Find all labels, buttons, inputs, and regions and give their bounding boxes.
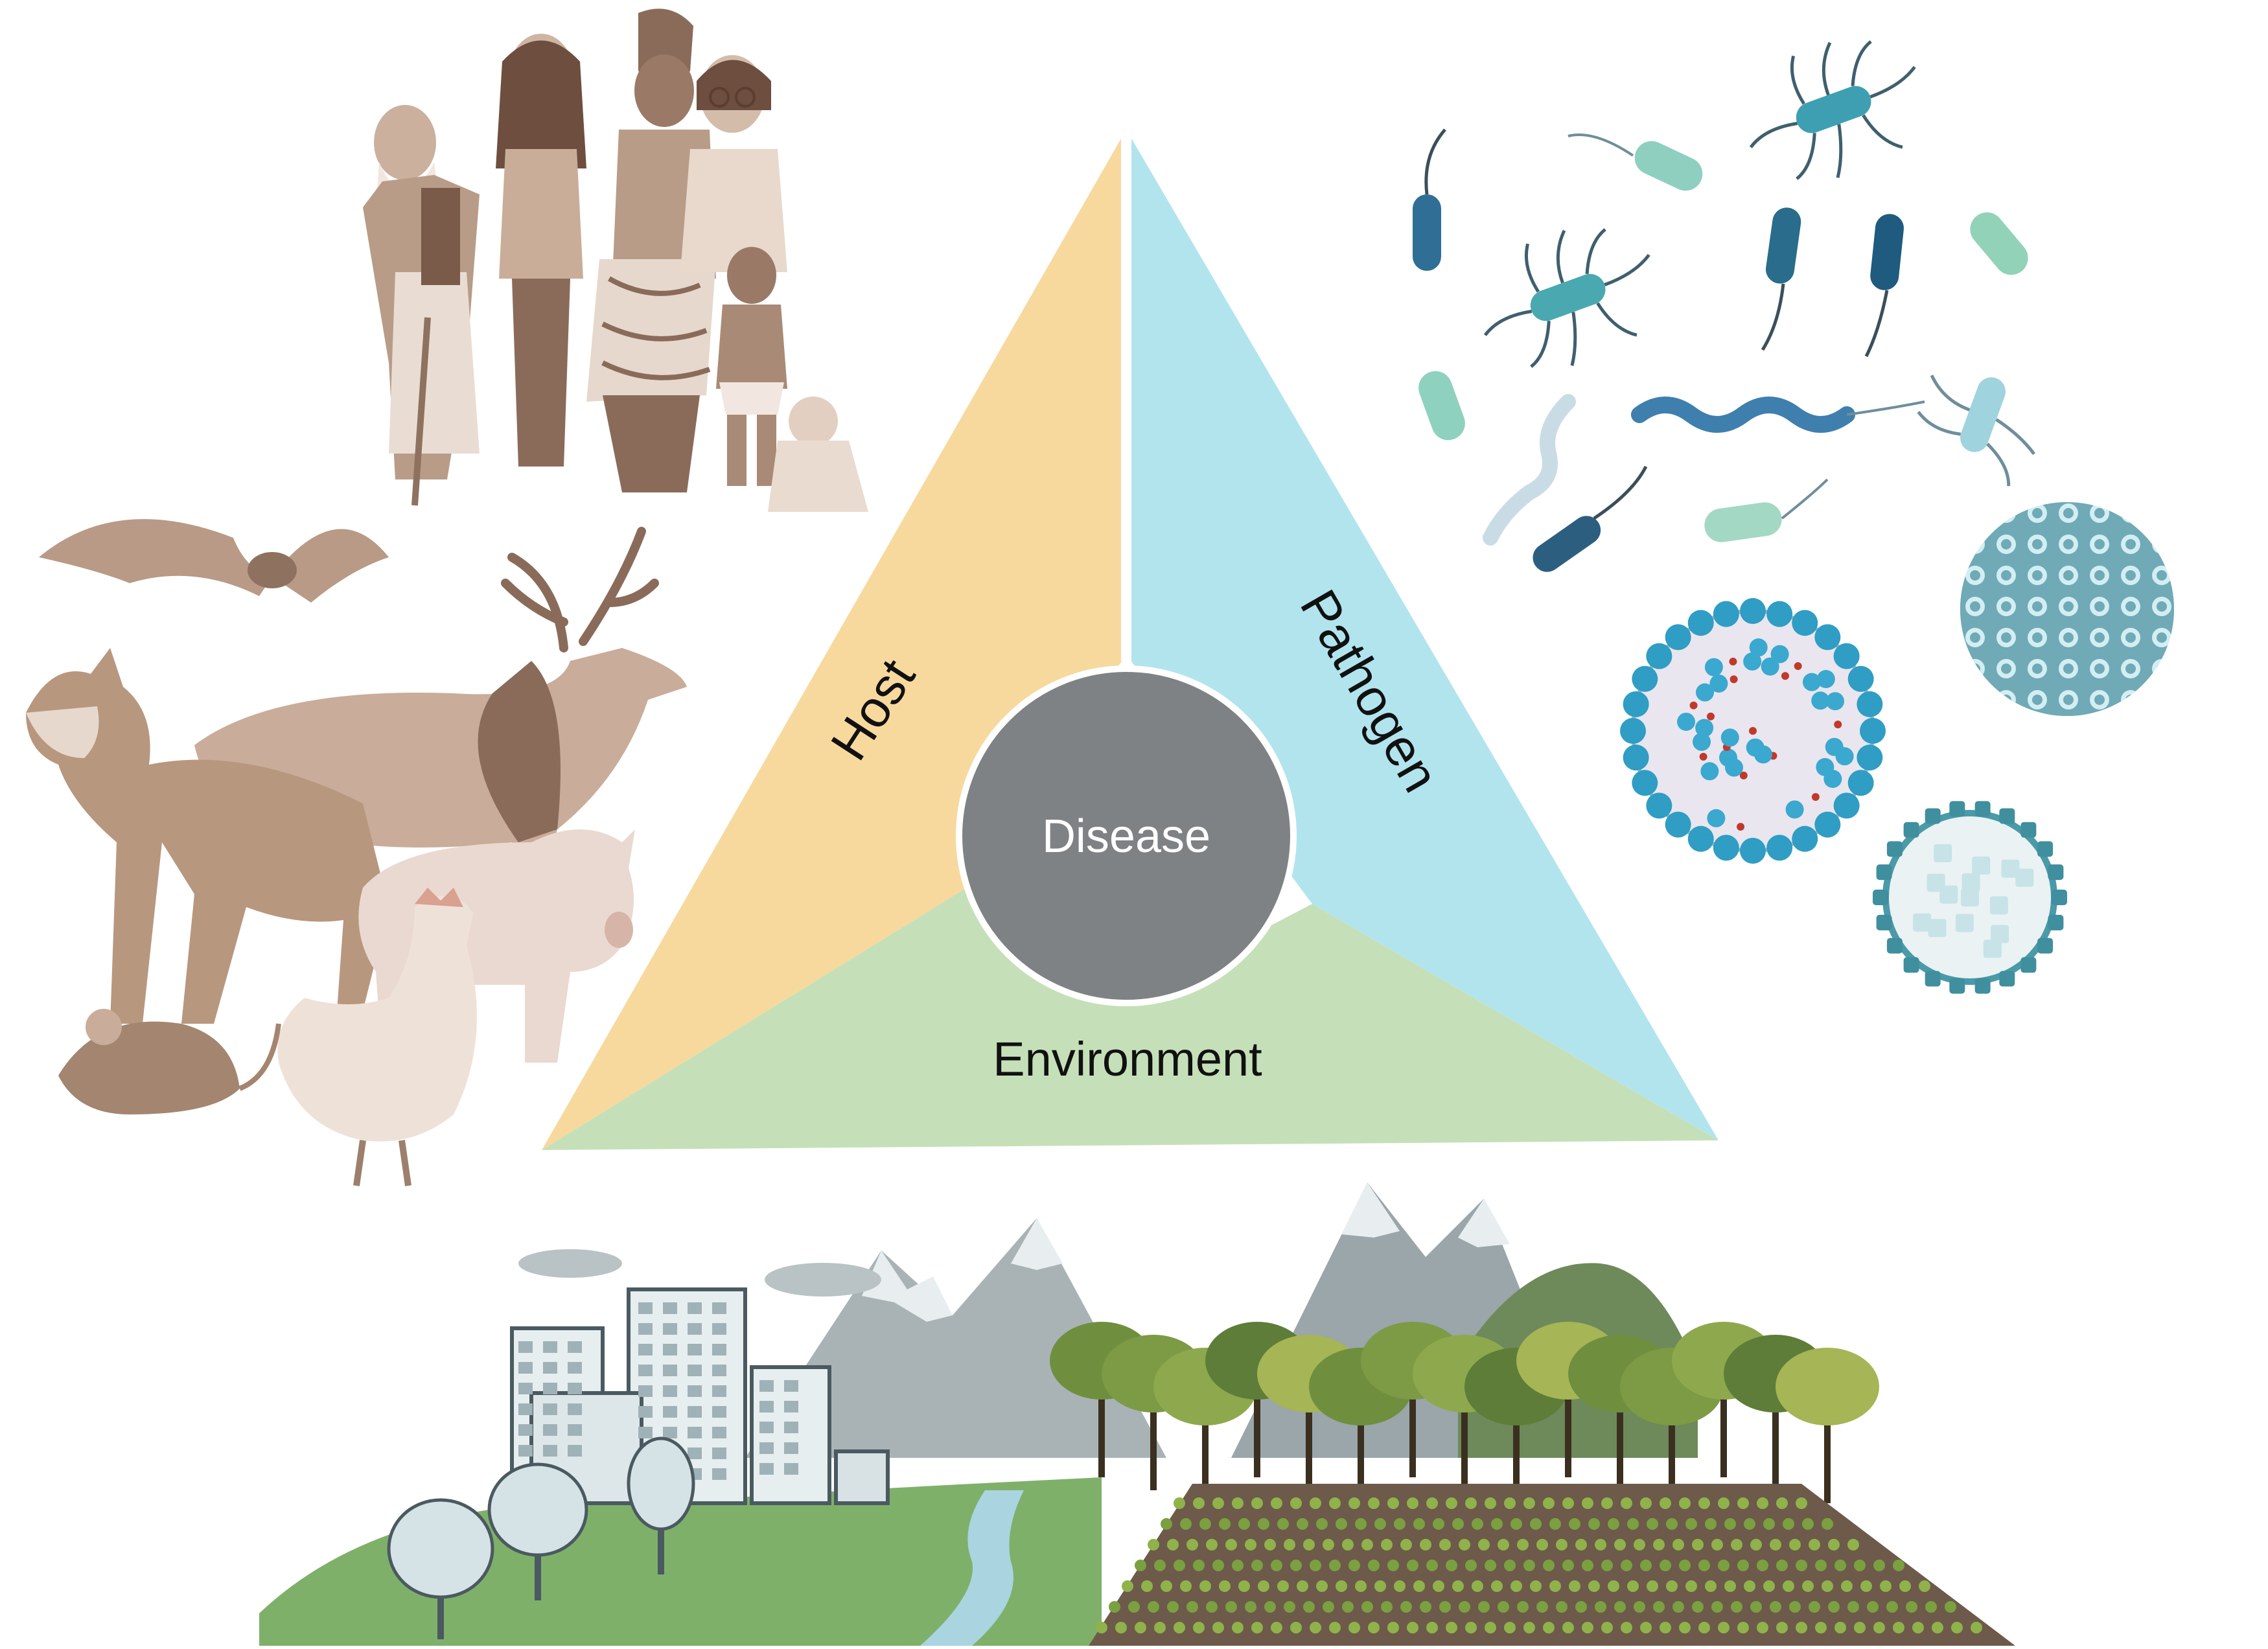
disease-label: Disease [1042,811,1210,862]
environment-label: Environment [993,1032,1262,1086]
chicken-icon [277,888,477,1186]
host-segment [542,130,1126,1150]
farmland-icon [1089,1484,2015,1646]
environment-landscape [259,1182,2015,1646]
disease-center-circle [956,665,1297,1006]
city-icon [387,1249,890,1639]
disease-triangle [542,130,1718,1150]
bat-icon [39,519,389,603]
forest-icon [1050,1322,1879,1503]
bacteria-icon [1413,40,2036,572]
elk-icon [194,527,687,907]
pathogen-segment [1126,130,1718,1140]
people-group-icon [363,8,868,512]
virus-icon [1620,502,2174,994]
fox-icon [26,648,389,1024]
environment-segment [542,884,1718,1150]
animal-hosts-icon [26,519,687,1186]
mouse-icon [58,1009,281,1114]
river-icon [920,1490,1024,1646]
